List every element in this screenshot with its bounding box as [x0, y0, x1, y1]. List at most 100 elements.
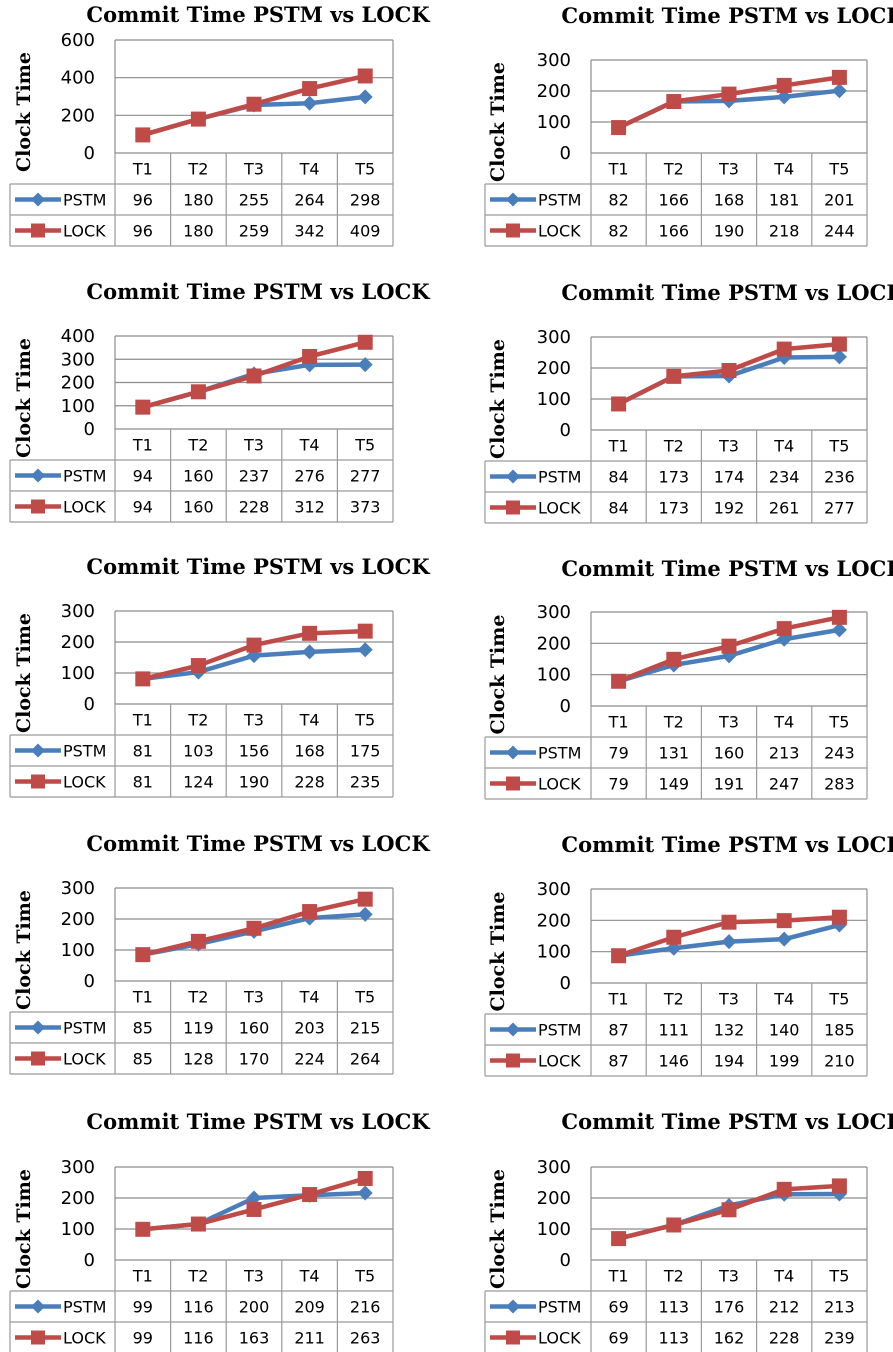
table-cell-lock: 261 [769, 499, 800, 518]
table-cell-lock: 162 [714, 1329, 745, 1348]
y-tick-label: 300 [61, 1157, 95, 1178]
data-point-lock [776, 1181, 792, 1197]
table-cell-lock: 277 [824, 499, 855, 518]
chart-title: Commit Time PSTM vs LOCK [561, 832, 893, 857]
data-point-lock [611, 120, 627, 136]
y-tick-label: 200 [537, 910, 571, 931]
chart-title: Commit Time PSTM vs LOCK [86, 2, 430, 27]
legend-marker-pstm [506, 469, 520, 484]
table-cell-pstm: 87 [608, 1021, 628, 1040]
table-cell-lock: 82 [608, 222, 628, 241]
table-cell-lock: 113 [659, 1329, 690, 1348]
legend-label-lock: LOCK [538, 775, 581, 794]
table-cell-pstm: 215 [350, 1019, 381, 1038]
y-tick-label: 100 [537, 942, 571, 963]
data-point-pstm [776, 89, 792, 105]
y-tick-label: 0 [560, 696, 571, 717]
data-point-pstm [357, 357, 373, 373]
table-cell-lock: 228 [769, 1329, 800, 1348]
y-tick-label: 200 [61, 909, 95, 930]
table-cell-lock: 211 [294, 1329, 325, 1348]
legend-marker-lock [506, 1330, 520, 1345]
x-tick-label: T4 [299, 436, 320, 455]
y-axis-label: Clock Time [487, 892, 509, 1012]
chart-title: Commit Time PSTM vs LOCK [561, 280, 893, 305]
y-axis-label: Clock Time [487, 1169, 509, 1289]
legend-marker-pstm [31, 468, 45, 483]
table-cell-lock: 69 [608, 1329, 628, 1348]
table-cell-pstm: 166 [659, 191, 690, 210]
table-cell-lock: 224 [294, 1050, 325, 1069]
data-point-lock [776, 621, 792, 637]
chart-title: Commit Time PSTM vs LOCK [86, 831, 430, 856]
legend-marker-pstm [31, 192, 45, 207]
y-axis-label: Clock Time [13, 338, 35, 458]
table-cell-pstm: 236 [824, 468, 855, 487]
data-point-lock [190, 111, 206, 127]
data-point-lock [135, 947, 151, 963]
legend-marker-pstm [31, 1020, 45, 1035]
y-tick-label: 100 [537, 389, 571, 410]
legend-marker-pstm [506, 1299, 520, 1314]
table-cell-lock: 247 [769, 775, 800, 794]
y-tick-label: 200 [537, 81, 571, 102]
chart-3: Commit Time PSTM vs LOCK Clock Time 010020… [9, 279, 430, 523]
y-tick-label: 300 [61, 878, 95, 899]
table-cell-lock: 228 [239, 498, 270, 517]
table-cell-pstm: 180 [183, 191, 214, 210]
y-tick-label: 0 [560, 143, 571, 164]
data-point-lock [302, 625, 318, 641]
table-cell-lock: 409 [350, 222, 381, 241]
x-tick-label: T5 [354, 1267, 375, 1286]
table-cell-lock: 85 [133, 1050, 153, 1069]
legend-marker-pstm [506, 1022, 520, 1037]
legend-label-lock: LOCK [63, 1329, 106, 1348]
x-tick-label: T4 [773, 160, 794, 179]
data-point-lock [721, 362, 737, 378]
legend-marker-lock [506, 500, 520, 515]
table-cell-lock: 194 [714, 1052, 745, 1071]
data-point-lock [357, 334, 373, 350]
y-axis-label: Clock Time [13, 613, 35, 733]
data-point-lock [611, 948, 627, 964]
y-axis-label: Clock Time [13, 890, 35, 1010]
y-tick-label: 0 [84, 143, 95, 164]
y-tick-label: 300 [537, 879, 571, 900]
table-cell-pstm: 82 [608, 191, 628, 210]
table-cell-lock: 264 [350, 1050, 381, 1069]
data-point-lock [357, 68, 373, 84]
legend-label-pstm: PSTM [538, 468, 581, 487]
y-tick-label: 200 [61, 105, 95, 126]
legend-marker-lock [31, 499, 45, 514]
x-tick-label: T2 [663, 990, 684, 1009]
table-cell-pstm: 103 [183, 742, 214, 761]
x-tick-label: T5 [828, 1267, 849, 1286]
data-point-lock [666, 929, 682, 945]
legend-label-lock: LOCK [538, 222, 581, 241]
y-tick-label: 400 [61, 68, 95, 89]
legend-label-pstm: PSTM [63, 1019, 106, 1038]
y-tick-label: 200 [537, 633, 571, 654]
x-tick-label: T2 [663, 713, 684, 732]
table-cell-pstm: 111 [659, 1021, 690, 1040]
data-point-lock [611, 673, 627, 689]
y-tick-label: 100 [537, 665, 571, 686]
x-tick-label: T1 [608, 437, 629, 456]
table-cell-lock: 87 [608, 1052, 628, 1071]
table-cell-pstm: 243 [824, 744, 855, 763]
y-tick-label: 600 [61, 30, 95, 51]
data-point-lock [302, 81, 318, 97]
table-cell-lock: 99 [133, 1329, 153, 1348]
chart-title: Commit Time PSTM vs LOCK [86, 279, 430, 304]
legend-label-pstm: PSTM [538, 191, 581, 210]
table-cell-lock: 244 [824, 222, 855, 241]
data-point-lock [666, 368, 682, 384]
table-cell-pstm: 168 [714, 191, 745, 210]
data-point-lock [666, 1217, 682, 1233]
data-point-pstm [831, 622, 847, 638]
x-tick-label: T2 [663, 1267, 684, 1286]
data-point-lock [190, 1216, 206, 1232]
x-tick-label: T3 [243, 1267, 264, 1286]
x-tick-label: T5 [354, 160, 375, 179]
